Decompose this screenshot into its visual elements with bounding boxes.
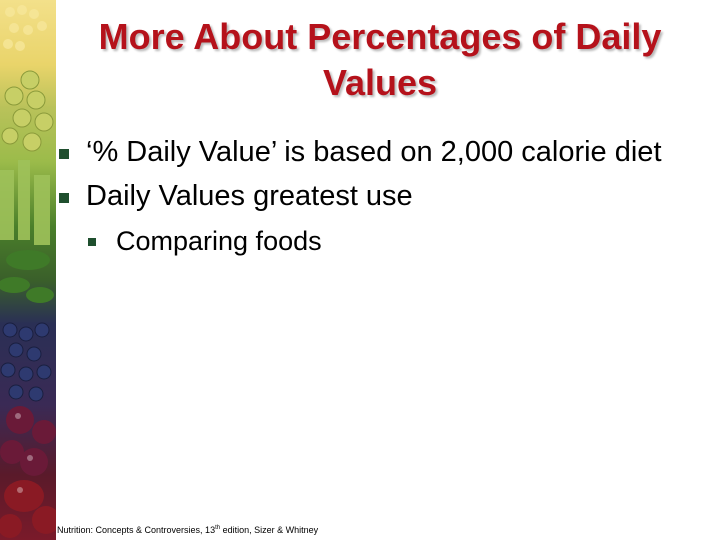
footer-superscript: th [215,525,221,531]
bullet-item: Daily Values greatest use [56,178,706,214]
slide-title: More About Percentages of Daily Values [98,16,662,103]
bullet-item: ‘% Daily Value’ is based on 2,000 calori… [56,134,706,170]
footer-text-end: edition, Sizer & Whitney [220,525,319,535]
bullet-text: Daily Values greatest use [86,180,413,212]
footer-text: Nutrition: Concepts & Controversies, 13 [57,525,216,535]
square-bullet-icon [88,238,96,246]
bullet-list: ‘% Daily Value’ is based on 2,000 calori… [56,134,706,258]
produce-image-strip [0,0,56,540]
sub-bullet-item: Comparing foods [56,224,706,258]
bullet-text: ‘% Daily Value’ is based on 2,000 calori… [86,136,662,168]
square-bullet-icon [59,193,69,203]
sub-bullet-text: Comparing foods [116,226,322,256]
footer-citation: Nutrition: Concepts & Controversies, 13t… [57,525,318,535]
square-bullet-icon [59,149,69,159]
